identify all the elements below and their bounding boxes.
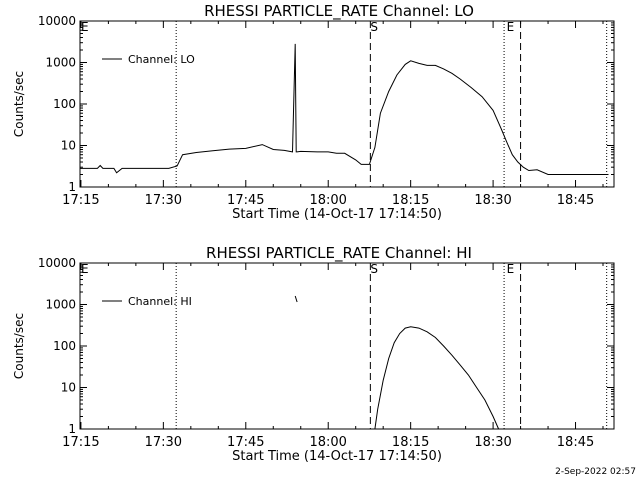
footer-date: 2-Sep-2022 02:57 xyxy=(555,467,636,477)
panel2-plot-frame xyxy=(79,262,615,430)
panel1-y-tick-label: 1000 xyxy=(45,56,76,70)
panel1-y-axis-label: Counts/sec xyxy=(12,71,26,137)
panel1-y-tick-label: 10 xyxy=(61,139,76,153)
panel1-x-tick-label: 18:45 xyxy=(557,193,594,208)
panel1-x-tick-label: 18:00 xyxy=(309,193,346,208)
panel2-series-line-1 xyxy=(374,326,500,430)
panel1-x-axis-label: Start Time (14-Oct-17 17:14:50) xyxy=(232,207,442,222)
panel2-y-tick-label: 10 xyxy=(61,381,76,395)
panel2-x-tick-label: 17:15 xyxy=(62,435,99,450)
panel1-series-line-1 xyxy=(80,43,609,175)
panel2-x-tick-label: 18:00 xyxy=(309,435,346,450)
panel1-y-tick-label: 10000 xyxy=(38,14,76,28)
panel1-x-tick-label: 17:45 xyxy=(227,193,264,208)
panel2-x-tick-label: 18:15 xyxy=(392,435,429,450)
panel2-y-tick-label: 1 xyxy=(68,422,76,436)
panel2-marker-label-e: E xyxy=(507,262,515,276)
panel1-x-tick-label: 18:15 xyxy=(392,193,429,208)
panel1-marker-label-e: E xyxy=(507,20,515,34)
panel2-x-tick-label: 17:30 xyxy=(145,435,182,450)
panel1-y-tick-label: 100 xyxy=(53,97,76,111)
panel1-x-tick-label: 17:30 xyxy=(145,193,182,208)
panel1-x-tick-label: 17:15 xyxy=(62,193,99,208)
panel2-x-tick-label: 18:45 xyxy=(557,435,594,450)
panel2-x-tick-label: 18:30 xyxy=(474,435,511,450)
panel2-legend-label: Channel: HI xyxy=(128,295,192,308)
panel2-y-tick-label: 10000 xyxy=(38,256,76,270)
panel2-chart-title: RHESSI PARTICLE_RATE Channel: HI xyxy=(206,244,472,263)
panel2-series-line-2 xyxy=(294,295,298,303)
panel2-y-axis-label: Counts/sec xyxy=(12,313,26,379)
panel2-y-tick-label: 100 xyxy=(53,339,76,353)
panel1-marker-label-s: S xyxy=(370,20,378,34)
panel2-marker-label-s: S xyxy=(370,262,378,276)
panel2-x-axis-label: Start Time (14-Oct-17 17:14:50) xyxy=(232,449,442,464)
panel1-plot-frame xyxy=(79,20,615,188)
panel1-y-tick-label: 1 xyxy=(68,180,76,194)
panel2-x-tick-label: 17:45 xyxy=(227,435,264,450)
panel1-corner-marker: E xyxy=(81,20,89,34)
panel1-x-tick-label: 18:30 xyxy=(474,193,511,208)
panel1-legend-label: Channel: LO xyxy=(128,53,195,66)
panel2-y-tick-label: 1000 xyxy=(45,298,76,312)
panel1-chart-title: RHESSI PARTICLE_RATE Channel: LO xyxy=(204,2,474,21)
panel2-corner-marker: E xyxy=(81,262,89,276)
